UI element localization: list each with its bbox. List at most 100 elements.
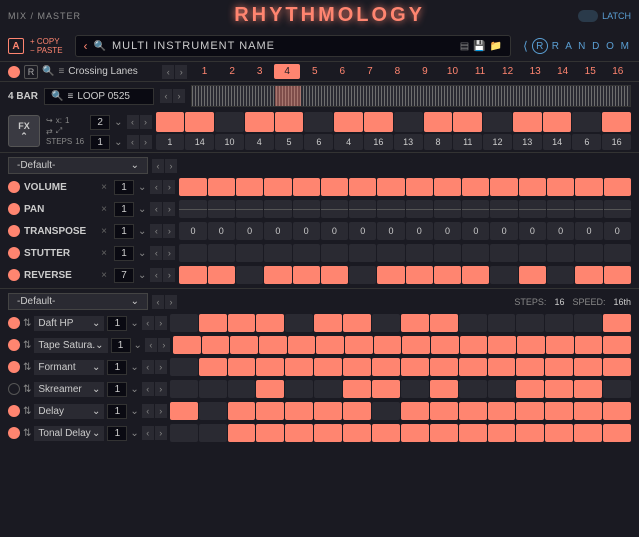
- step-cell[interactable]: [343, 402, 371, 420]
- step-cell[interactable]: [256, 358, 284, 376]
- step-cell[interactable]: 0: [321, 222, 348, 240]
- step-cell[interactable]: [199, 358, 227, 376]
- step-cell[interactable]: [401, 402, 429, 420]
- step-cell[interactable]: 0: [236, 222, 263, 240]
- step-cell[interactable]: [490, 266, 517, 284]
- fx-name-dropdown[interactable]: Tape Satura.⌄: [34, 338, 107, 353]
- fx-cells[interactable]: [170, 402, 631, 420]
- step-num-4[interactable]: 4: [274, 64, 301, 79]
- step-cell[interactable]: [228, 402, 256, 420]
- step-cell[interactable]: [402, 336, 430, 354]
- step-cell[interactable]: [170, 424, 198, 442]
- step-cell[interactable]: [547, 200, 574, 218]
- file-icon[interactable]: ▤: [460, 41, 469, 52]
- step-cell[interactable]: [430, 314, 458, 332]
- fx-name-dropdown[interactable]: Tonal Delay⌄: [34, 426, 104, 441]
- step-cell[interactable]: [516, 314, 544, 332]
- step-cell[interactable]: 5: [275, 134, 304, 150]
- fx-cells[interactable]: [170, 358, 631, 376]
- fx-value[interactable]: 1: [107, 404, 127, 419]
- waveform[interactable]: [191, 85, 631, 107]
- bars-label[interactable]: 4 BAR: [8, 91, 38, 102]
- dropdown-icon[interactable]: ⌄: [130, 318, 138, 329]
- step-cell[interactable]: [314, 380, 342, 398]
- close-icon[interactable]: ×: [98, 203, 110, 215]
- step-cell[interactable]: [179, 178, 206, 196]
- step-cell[interactable]: [459, 358, 487, 376]
- step-cell[interactable]: [406, 244, 433, 262]
- step-cell[interactable]: [245, 112, 274, 132]
- step-cell[interactable]: [314, 358, 342, 376]
- param-cells[interactable]: 0000000000000000: [179, 222, 631, 240]
- next-button[interactable]: ›: [155, 382, 167, 396]
- step-cell[interactable]: [513, 112, 542, 132]
- arrows-icon[interactable]: ⇄: [46, 127, 53, 136]
- step-cell[interactable]: [236, 266, 263, 284]
- prev-button[interactable]: ‹: [160, 89, 172, 103]
- step-cell[interactable]: [343, 358, 371, 376]
- param-value[interactable]: 1: [114, 224, 134, 239]
- step-cell[interactable]: [264, 200, 291, 218]
- step-cell[interactable]: [603, 314, 631, 332]
- swap-icon[interactable]: ⇅: [23, 340, 31, 351]
- step-cell[interactable]: [236, 200, 263, 218]
- step-cell[interactable]: 6: [304, 134, 333, 150]
- step-cell[interactable]: [285, 314, 313, 332]
- step-num-10[interactable]: 10: [439, 64, 466, 79]
- prev-button[interactable]: ‹: [150, 202, 162, 216]
- step-cell[interactable]: 0: [179, 222, 206, 240]
- step-cell[interactable]: 0: [575, 222, 602, 240]
- step-cell[interactable]: 4: [334, 134, 363, 150]
- step-cell[interactable]: [516, 424, 544, 442]
- prev-button[interactable]: ‹: [142, 404, 154, 418]
- step-cell[interactable]: [490, 200, 517, 218]
- step-cell[interactable]: [208, 266, 235, 284]
- step-cell[interactable]: [603, 402, 631, 420]
- swap-icon[interactable]: ⇅: [23, 384, 31, 395]
- folder-icon[interactable]: 📁: [490, 41, 502, 52]
- step-cell[interactable]: [459, 424, 487, 442]
- step-cell[interactable]: [343, 314, 371, 332]
- offset-value[interactable]: 1: [90, 135, 110, 150]
- step-num-7[interactable]: 7: [357, 64, 384, 79]
- step-cell[interactable]: 0: [462, 222, 489, 240]
- step-cell[interactable]: [199, 424, 227, 442]
- next-button[interactable]: ›: [163, 180, 175, 194]
- lane-name[interactable]: Crossing Lanes: [68, 66, 158, 77]
- dropdown-icon[interactable]: ⌄: [138, 270, 146, 281]
- step-cell[interactable]: [377, 200, 404, 218]
- close-icon[interactable]: ×: [98, 181, 110, 193]
- step-cell[interactable]: [394, 112, 423, 132]
- step-cell[interactable]: 10: [215, 134, 244, 150]
- next-button[interactable]: ›: [165, 295, 177, 309]
- step-cell[interactable]: [285, 358, 313, 376]
- param-cells[interactable]: [179, 266, 631, 284]
- param-cells[interactable]: [179, 244, 631, 262]
- step-cell[interactable]: [546, 336, 574, 354]
- step-cell[interactable]: [343, 380, 371, 398]
- step-cell[interactable]: [202, 336, 230, 354]
- step-cell[interactable]: [604, 266, 631, 284]
- step-cell[interactable]: [488, 314, 516, 332]
- step-cell[interactable]: 0: [434, 222, 461, 240]
- step-num-11[interactable]: 11: [467, 64, 494, 79]
- step-cell[interactable]: 8: [424, 134, 453, 150]
- mix-master-label[interactable]: MIX / MASTER: [8, 11, 81, 21]
- dropdown-icon[interactable]: ⌄: [138, 248, 146, 259]
- step-cell[interactable]: [228, 380, 256, 398]
- step-cell[interactable]: [574, 402, 602, 420]
- step-cell[interactable]: [488, 402, 516, 420]
- step-num-1[interactable]: 1: [191, 64, 218, 79]
- step-cell[interactable]: [230, 336, 258, 354]
- swap-icon[interactable]: ⇅: [23, 318, 31, 329]
- chevron-left-icon[interactable]: ‹: [84, 39, 88, 53]
- fx-value[interactable]: 1: [107, 382, 127, 397]
- step-cell[interactable]: [259, 336, 287, 354]
- fx-row-1[interactable]: [156, 112, 631, 132]
- dropdown-icon[interactable]: ⌄: [130, 428, 138, 439]
- step-cell[interactable]: [275, 112, 304, 132]
- prev-button[interactable]: ‹: [142, 360, 154, 374]
- menu-icon[interactable]: ≡: [58, 66, 64, 77]
- fx-name-dropdown[interactable]: Formant⌄: [34, 360, 104, 375]
- prev-button[interactable]: ‹: [150, 224, 162, 238]
